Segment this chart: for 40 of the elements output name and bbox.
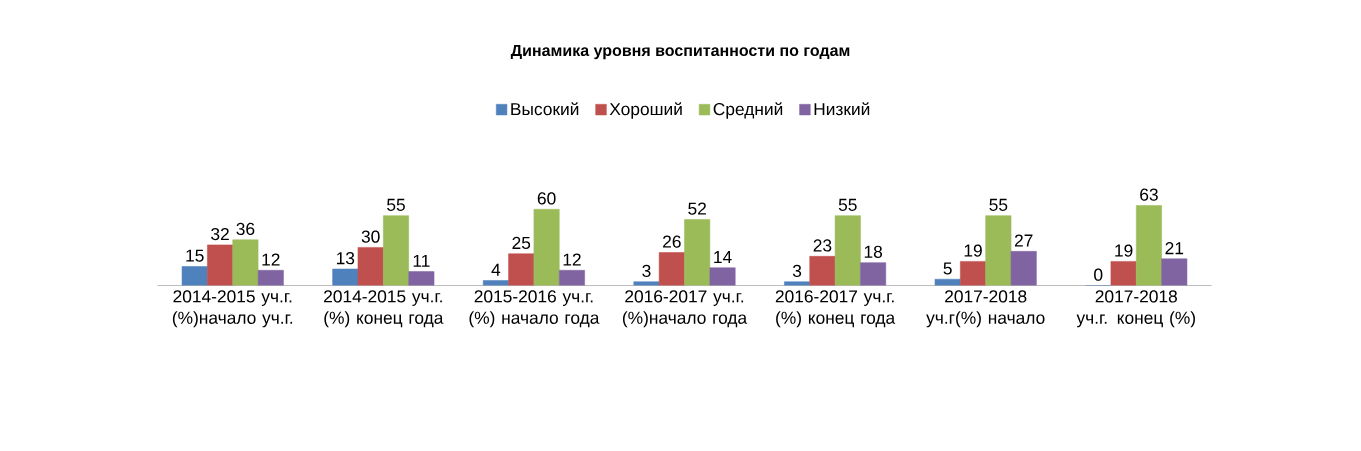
data-label: 32 [211, 227, 229, 241]
data-label: 26 [663, 235, 681, 248]
x-tick-label: 2016-2017 уч.г. (%) конец года [775, 290, 896, 328]
x-tick-label: 2017-2018 уч.г(%) начало [926, 290, 1045, 328]
x-tick-label: 2014-2015 уч.г. (%)начало уч.г. [172, 290, 293, 328]
data-label: 3 [792, 264, 802, 278]
data-label: 0 [1094, 268, 1103, 281]
data-label: 60 [537, 192, 556, 205]
data-label: 30 [361, 230, 380, 243]
legend-label: Хороший [609, 102, 682, 119]
data-label: 15 [186, 249, 204, 262]
data-label: 25 [512, 236, 531, 250]
x-tick-label: 2016-2017 уч.г. (%)начало года [622, 290, 748, 328]
data-label: 27 [1014, 234, 1033, 247]
data-label: 19 [964, 244, 982, 257]
data-label: 55 [387, 198, 405, 211]
data-label: 3 [642, 264, 651, 278]
data-label: 21 [1165, 242, 1184, 255]
data-label: 55 [838, 198, 857, 211]
data-label: 36 [236, 222, 255, 236]
legend-label: Высокий [511, 102, 579, 116]
x-tick-label: 2014-2015 уч.г. (%) конец года [324, 290, 444, 328]
data-label: 63 [1140, 188, 1158, 201]
data-label: 14 [714, 251, 732, 264]
data-label: 5 [943, 262, 952, 275]
data-label: 52 [688, 202, 706, 215]
legend-label: Средний [713, 102, 783, 119]
x-tick-label: 2015-2016 уч.г. (%) начало года [469, 290, 600, 328]
data-label: 12 [262, 253, 280, 266]
data-label: 13 [336, 252, 355, 265]
data-label: 4 [491, 263, 501, 276]
legend-label: Низкий [814, 102, 870, 116]
data-label: 12 [563, 253, 581, 266]
data-label: 23 [813, 239, 832, 252]
x-tick-label: 2017-2018 уч.г. конец (%) [1076, 290, 1195, 328]
data-label: 18 [864, 245, 883, 258]
data-label: 11 [413, 254, 430, 267]
chart-title: Динамика уровня воспитанности по годам [510, 44, 850, 60]
data-label: 19 [1115, 244, 1133, 257]
data-label: 55 [989, 198, 1008, 211]
